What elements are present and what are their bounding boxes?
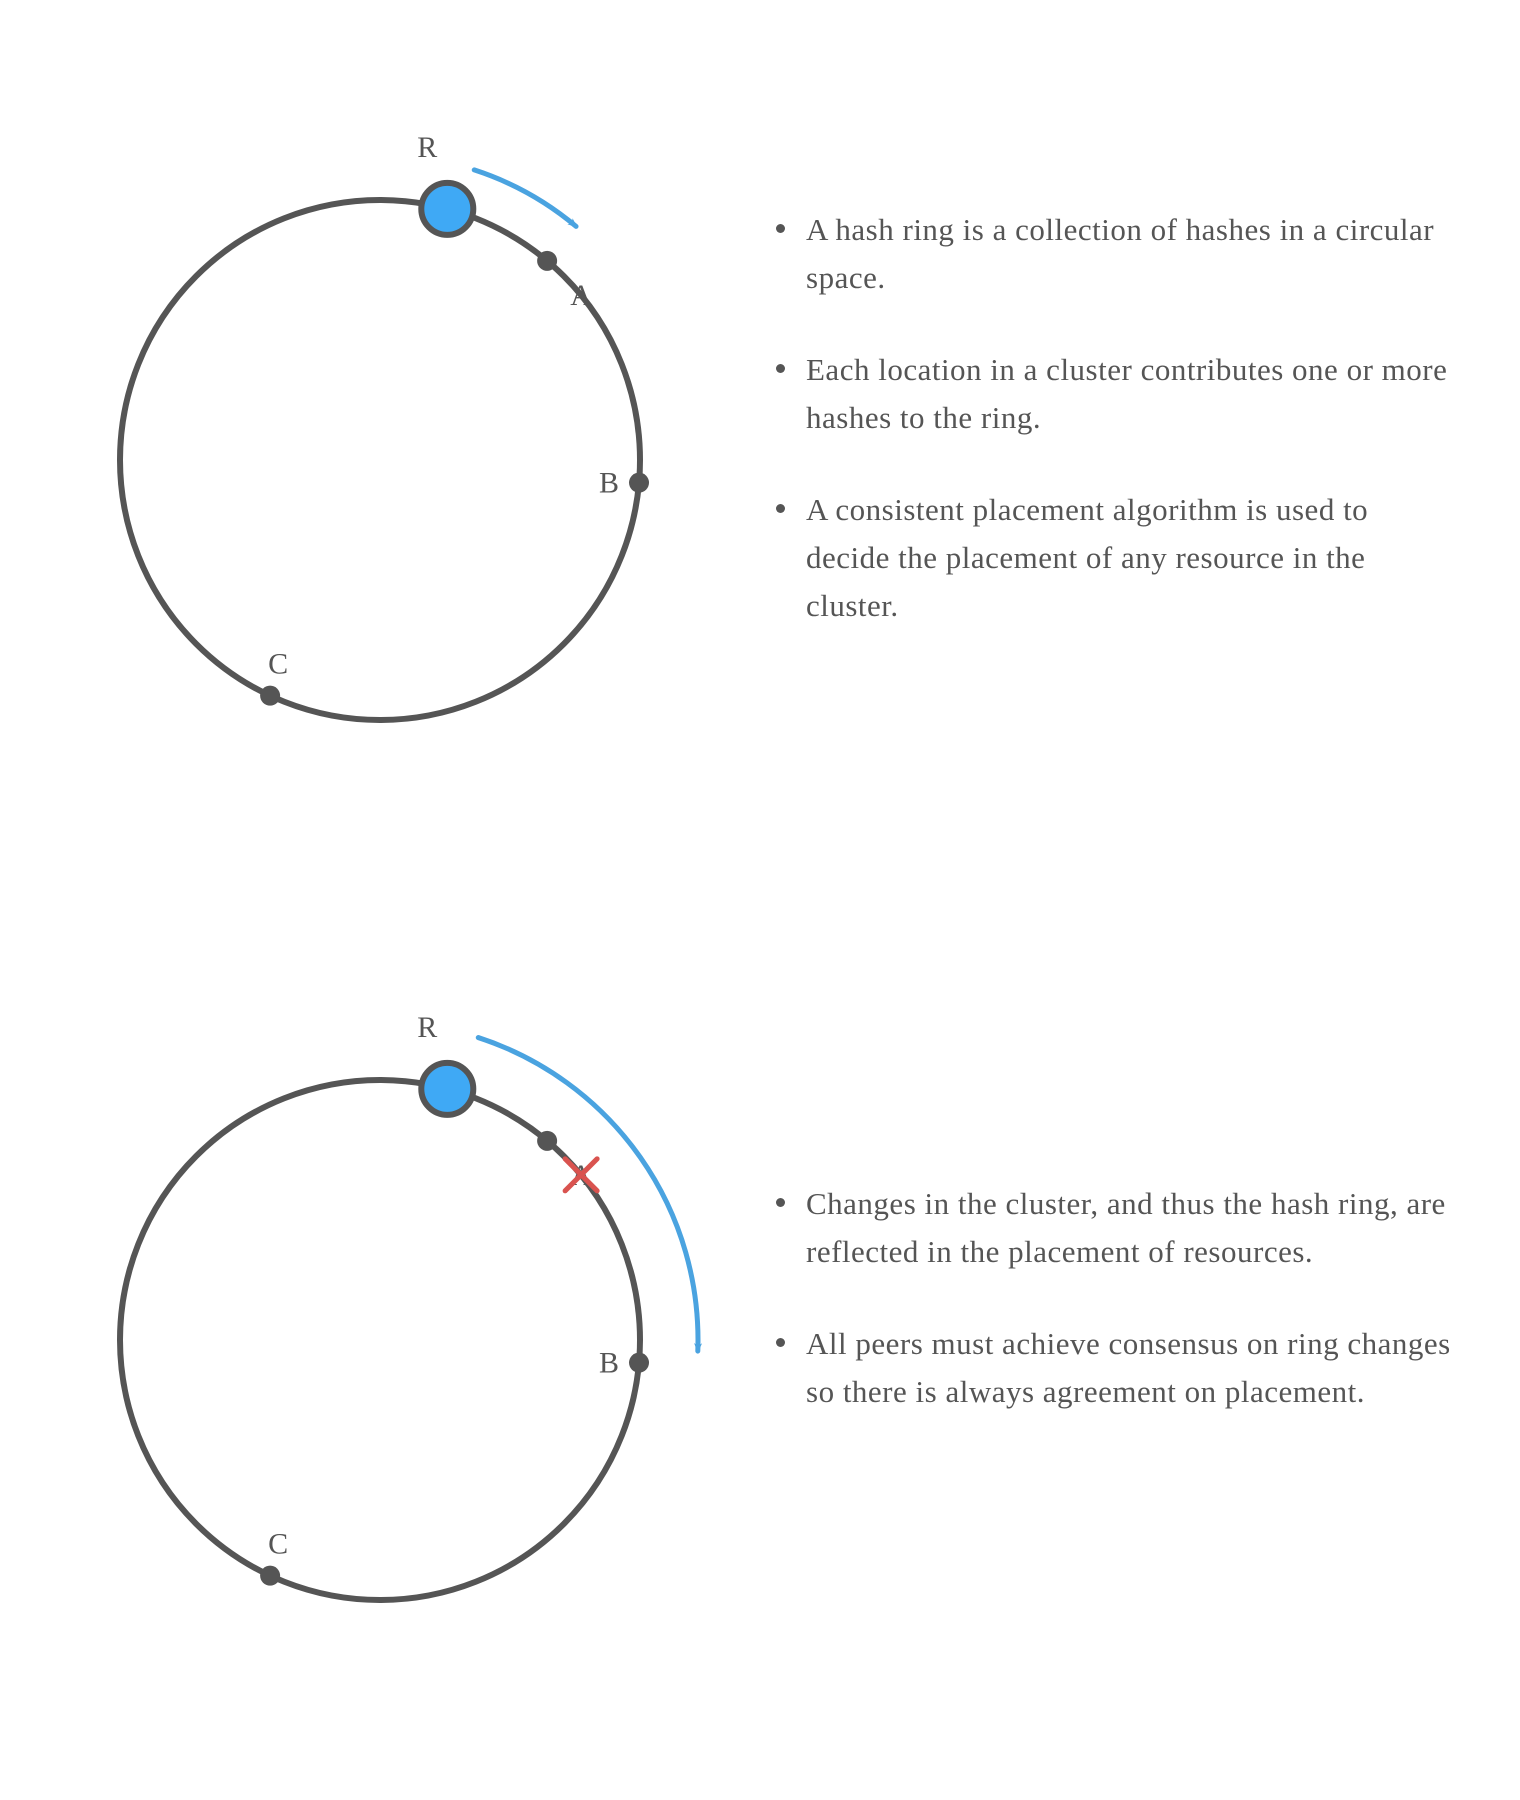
node-R bbox=[421, 183, 473, 235]
node-label: C bbox=[268, 648, 288, 681]
node-A bbox=[537, 1131, 557, 1151]
node-R bbox=[421, 1063, 473, 1115]
node-B bbox=[629, 1353, 649, 1373]
node-label: R bbox=[417, 131, 437, 164]
hash-ring-panel-1: R A B C A hash ring is a collection of hash… bbox=[0, 0, 1520, 880]
node-label: R bbox=[417, 1011, 437, 1044]
node-label: B bbox=[599, 1347, 619, 1380]
node-label: B bbox=[599, 467, 619, 500]
note-bullet: A hash ring is a collection of hashes in… bbox=[770, 206, 1460, 302]
node-C bbox=[260, 686, 280, 706]
hash-ring-svg-2: RABC bbox=[30, 940, 730, 1700]
placement-arrow bbox=[478, 1038, 698, 1352]
hash-ring-panel-2: RABC Changes in the cluster, and thus th… bbox=[0, 880, 1520, 1760]
node-B bbox=[629, 473, 649, 493]
note-bullet: All peers must achieve consensus on ring… bbox=[770, 1320, 1460, 1416]
notes-2: Changes in the cluster, and thus the has… bbox=[760, 1180, 1520, 1460]
ring-circle bbox=[120, 200, 640, 720]
ring-circle bbox=[120, 1080, 640, 1600]
notes-1: A hash ring is a collection of hashes in… bbox=[760, 206, 1520, 674]
node-A bbox=[537, 251, 557, 271]
diagram-1: R A B C bbox=[0, 60, 760, 820]
note-bullet: Each location in a cluster contributes o… bbox=[770, 346, 1460, 442]
node-C bbox=[260, 1566, 280, 1586]
diagram-2: RABC bbox=[0, 940, 760, 1700]
placement-arrow bbox=[474, 170, 576, 226]
hash-ring-svg-1: R A B C bbox=[30, 60, 730, 820]
node-label: A bbox=[570, 279, 592, 312]
node-label: C bbox=[268, 1528, 288, 1561]
note-bullet: Changes in the cluster, and thus the has… bbox=[770, 1180, 1460, 1276]
note-bullet: A consistent placement algorithm is used… bbox=[770, 486, 1460, 630]
